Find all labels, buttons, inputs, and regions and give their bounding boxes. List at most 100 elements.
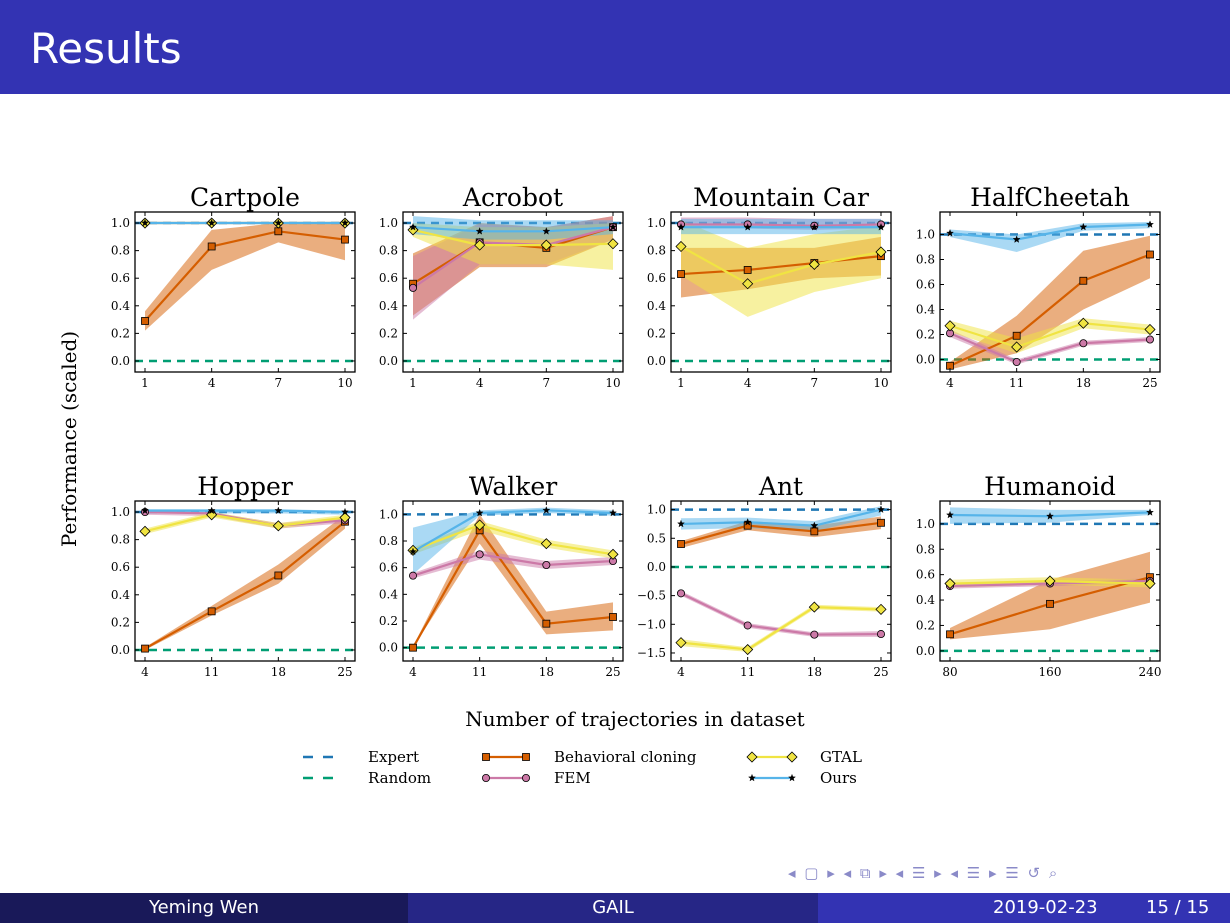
x-tick-label: 4 bbox=[141, 665, 149, 679]
panel-cartpole-plot bbox=[135, 221, 355, 363]
footer-date: 2019-02-23 bbox=[993, 897, 1098, 918]
bc-line bbox=[144, 230, 346, 322]
footer-page-number: 15 / 15 bbox=[1146, 897, 1210, 918]
legend-bc-marker bbox=[522, 753, 530, 761]
panel-mountain-car-frame bbox=[670, 211, 892, 373]
legend-fem-marker bbox=[481, 774, 490, 783]
y-tick-label: 0.4 bbox=[111, 299, 130, 313]
y-tick-label: 0.8 bbox=[111, 244, 130, 258]
y-tick-label: 0.6 bbox=[647, 271, 666, 285]
x-tick-label: 10 bbox=[605, 376, 620, 390]
ours-point bbox=[475, 508, 484, 517]
subsection-icon[interactable]: ◂ ☰ ▸ bbox=[895, 864, 944, 882]
panel-mountain-car-title: Mountain Car bbox=[693, 183, 869, 212]
gtal-point bbox=[675, 637, 687, 649]
fem-point bbox=[1146, 335, 1155, 344]
ours-point bbox=[810, 223, 819, 231]
legend-gtal-marker bbox=[746, 751, 758, 763]
gtal-point bbox=[1077, 317, 1089, 329]
y-tick-label: 0.4 bbox=[111, 588, 130, 602]
search-icon[interactable]: ↺ ⌕ bbox=[1027, 864, 1060, 882]
panel-walker-plot bbox=[403, 507, 623, 649]
ours-point bbox=[1079, 222, 1088, 231]
gtal-point bbox=[339, 511, 351, 524]
y-tick-label: 0.6 bbox=[111, 271, 130, 285]
gtal-point bbox=[742, 278, 754, 290]
y-tick-label: −1.5 bbox=[637, 646, 666, 660]
y-tick-label: 0.8 bbox=[379, 534, 398, 548]
x-tick-label: 4 bbox=[946, 376, 954, 390]
section-icon[interactable]: ◂ ☰ ▸ bbox=[950, 864, 999, 882]
x-tick-label: 4 bbox=[409, 665, 417, 679]
y-tick-label: 0.2 bbox=[916, 618, 935, 632]
bc-line bbox=[412, 528, 614, 649]
arrow-left-icon[interactable]: ◂ ▢ ▸ bbox=[788, 864, 837, 882]
frame-icon[interactable]: ◂ ⧉ ▸ bbox=[843, 864, 889, 882]
ours-point bbox=[677, 223, 685, 231]
ours-line bbox=[412, 226, 614, 233]
x-tick-label: 18 bbox=[539, 665, 554, 679]
ours-point bbox=[609, 223, 617, 231]
x-tick-label: 4 bbox=[208, 376, 216, 390]
panel-hopper-frame bbox=[134, 500, 356, 662]
panel-walker-title: Walker bbox=[469, 472, 557, 501]
y-tick-label: 0.2 bbox=[916, 328, 935, 342]
gtal-point bbox=[944, 577, 956, 590]
gtal-point bbox=[875, 603, 887, 615]
x-tick-label: 11 bbox=[204, 665, 219, 679]
ours-line bbox=[949, 223, 1151, 241]
gtal-point bbox=[1144, 323, 1156, 336]
y-tick-label: 0.0 bbox=[647, 354, 666, 368]
y-tick-label: 1.0 bbox=[916, 517, 935, 531]
align-icon[interactable]: ☰ bbox=[1005, 864, 1021, 882]
y-tick-label: 0.6 bbox=[916, 278, 935, 292]
bc-band bbox=[950, 235, 1150, 370]
gtal-point bbox=[1044, 575, 1056, 587]
legend-bc-marker bbox=[482, 753, 490, 761]
panel-hopper-title: Hopper bbox=[197, 472, 293, 501]
fem-point bbox=[408, 283, 417, 292]
y-tick-label: 0.5 bbox=[647, 531, 666, 545]
panel-halfcheetah-plot bbox=[940, 222, 1160, 370]
ours-point bbox=[341, 218, 349, 227]
bc-point bbox=[609, 613, 617, 621]
y-tick-label: 0.0 bbox=[111, 354, 130, 368]
bc-band bbox=[145, 514, 345, 650]
ours-point bbox=[743, 223, 752, 231]
y-axis-label: Performance (scaled) bbox=[57, 331, 81, 547]
ours-point bbox=[207, 506, 216, 515]
x-tick-label: 160 bbox=[1039, 665, 1062, 679]
ours-line bbox=[145, 509, 346, 514]
legend-gtal-label: GTAL bbox=[820, 748, 862, 766]
ours-point bbox=[1146, 220, 1154, 228]
gtal-point bbox=[808, 258, 820, 270]
x-tick-label: 7 bbox=[275, 376, 283, 390]
beamer-navigation[interactable]: ◂ ▢ ▸ ◂ ⧉ ▸ ◂ ☰ ▸ ◂ ☰ ▸ ☰ ↺ ⌕ bbox=[788, 864, 1059, 882]
ours-point bbox=[946, 229, 954, 237]
ours-point bbox=[810, 521, 819, 530]
fem-point bbox=[810, 630, 819, 639]
x-tick-label: 4 bbox=[744, 376, 752, 390]
y-tick-label: 1.0 bbox=[111, 216, 130, 230]
ours-point bbox=[877, 223, 885, 231]
ours-point bbox=[1146, 508, 1154, 516]
x-tick-label: 1 bbox=[409, 376, 417, 390]
bc-point bbox=[274, 227, 283, 236]
y-tick-label: 1.0 bbox=[379, 507, 398, 521]
gtal-line bbox=[412, 228, 614, 247]
gtal-point bbox=[607, 238, 619, 250]
y-tick-label: 0.8 bbox=[379, 244, 398, 258]
gtal-point bbox=[474, 519, 486, 531]
bc-line bbox=[680, 255, 882, 276]
fem-line bbox=[412, 553, 614, 577]
y-tick-label: 0.2 bbox=[379, 614, 398, 628]
ours-point bbox=[743, 518, 752, 526]
y-tick-label: 0.4 bbox=[379, 299, 398, 313]
y-tick-label: 0.2 bbox=[111, 615, 130, 629]
ours-point bbox=[409, 223, 417, 231]
gtal-point bbox=[742, 643, 754, 656]
panel-mountain-car-plot bbox=[671, 217, 891, 363]
panel-cartpole-frame bbox=[134, 211, 356, 373]
panel-humanoid-plot bbox=[940, 507, 1160, 653]
x-axis-label: Number of trajectories in dataset bbox=[465, 707, 804, 731]
